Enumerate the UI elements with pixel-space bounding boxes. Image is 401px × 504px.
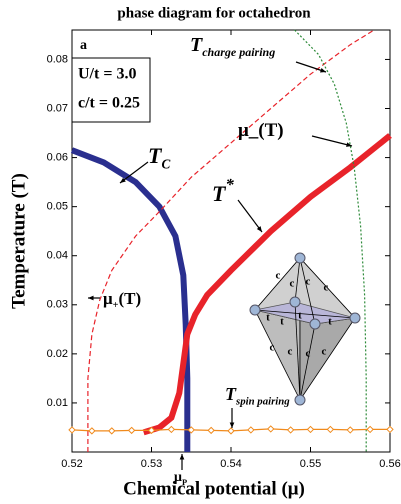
annotation-arrow [238, 200, 262, 232]
series-marker [129, 427, 135, 433]
annotation-suffix: (T) [118, 289, 141, 308]
inset-label: c [290, 278, 295, 290]
x-tick-label: 0.52 [61, 458, 82, 470]
x-tick-label: 0.55 [300, 458, 321, 470]
arrow-head [230, 422, 235, 428]
panel-label: a [80, 38, 87, 53]
series-marker [387, 426, 393, 432]
y-tick-label: 0.04 [47, 250, 68, 262]
series-marker [208, 427, 214, 433]
parameter: c/t = 0.25 [78, 95, 140, 112]
chart-title: phase diagram for octahedron [117, 5, 311, 21]
arrow-head [88, 296, 94, 301]
series-marker [168, 426, 174, 432]
series-marker [89, 428, 95, 434]
series-marker [347, 427, 353, 433]
inset-label: c [288, 346, 293, 358]
y-tick-label: 0.01 [47, 397, 68, 409]
inset-label: c [306, 348, 311, 360]
series-marker [327, 426, 333, 432]
y-tick-label: 0.07 [47, 102, 68, 114]
annotation: μ_(T) [238, 120, 284, 141]
x-tick-label: 0.54 [220, 458, 241, 470]
series-marker [228, 428, 234, 434]
inset-label: c [270, 342, 275, 354]
inset-label: t [298, 310, 302, 322]
x-tick-label: 0.56 [379, 458, 400, 470]
annotation-text: μ [103, 289, 113, 308]
series-line [144, 136, 390, 433]
inset-label: t [328, 316, 332, 328]
annotation: μP [174, 470, 187, 487]
y-tick-label: 0.05 [47, 201, 68, 213]
series-marker [288, 427, 294, 433]
parameter: U/t = 3.0 [78, 66, 136, 83]
y-tick-label: 0.02 [47, 348, 68, 360]
inset-label: c [324, 282, 329, 294]
y-tick-label: 0.08 [47, 53, 68, 65]
annotation-subscript: spin pairing [235, 396, 290, 408]
chart: phase diagram for octahedron Chemical po… [0, 0, 401, 504]
series-marker [367, 426, 373, 432]
annotation: Tcharge pairing [190, 34, 275, 59]
annotation-superscript: * [225, 175, 234, 194]
arrow-head [320, 68, 326, 72]
inset-label: c [276, 270, 281, 282]
inset-label: c [322, 346, 327, 358]
series-marker [308, 426, 314, 432]
inset-label: t [266, 312, 270, 324]
series-marker [69, 427, 75, 433]
annotation: μ+(T) [103, 289, 141, 311]
y-tick-label: 0.06 [47, 151, 68, 163]
annotation-subscript: C [161, 157, 170, 172]
x-axis-label: Chemical potential (μ) [123, 478, 305, 499]
arrow-head [180, 454, 185, 460]
series-marker [248, 427, 254, 433]
series-marker [109, 428, 115, 434]
y-axis-label: Temperature (T) [8, 173, 29, 309]
annotation: T* [212, 175, 234, 206]
annotation-arrow [312, 136, 352, 146]
annotation-text: μ [174, 470, 182, 485]
annotation: TC [148, 143, 170, 172]
annotation-text: μ_(T) [238, 120, 284, 141]
annotation: Tspin pairing [225, 384, 290, 408]
x-tick-label: 0.53 [141, 458, 162, 470]
annotation-subscript: charge pairing [202, 45, 275, 59]
series-marker [268, 426, 274, 432]
inset-label: c [306, 276, 311, 288]
y-tick-label: 0.03 [47, 299, 68, 311]
annotation-text: T [190, 34, 203, 56]
inset-label: t [280, 316, 284, 328]
annotation-subscript: P [182, 478, 187, 487]
